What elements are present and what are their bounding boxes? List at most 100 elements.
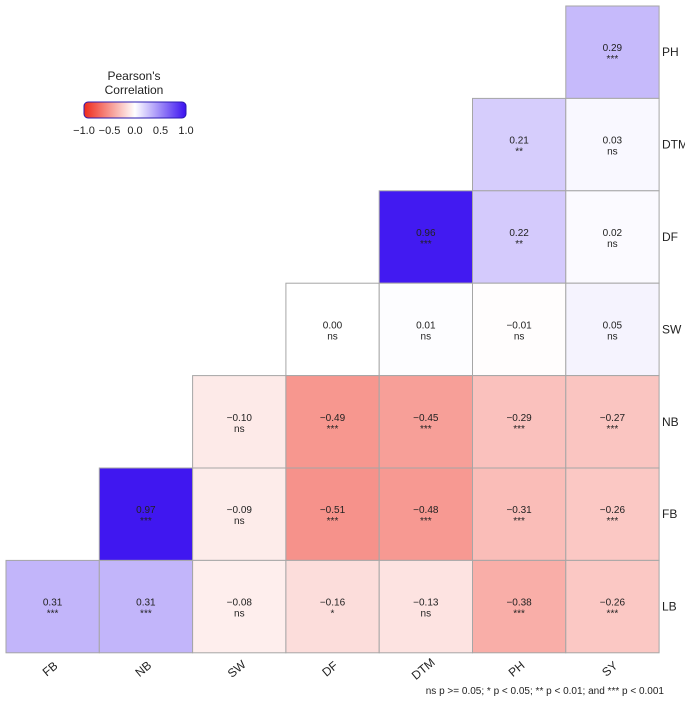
- x-tick-label: FB: [40, 659, 61, 680]
- x-tick-label: DTM: [409, 655, 438, 682]
- cell-significance-label: ***: [513, 516, 525, 527]
- cell-fill: [565, 190, 660, 284]
- significance-footnote: ns p >= 0.05; * p < 0.05; ** p < 0.01; a…: [426, 686, 665, 697]
- cell-fill: [565, 467, 660, 561]
- heatmap-cell: −0.38***: [472, 559, 567, 654]
- cell-significance-label: ns: [327, 331, 338, 342]
- cell-significance-label: ns: [607, 147, 618, 158]
- cell-significance-label: ***: [327, 424, 339, 435]
- legend-tick-label: 0.0: [127, 125, 142, 137]
- cell-significance-label: ***: [140, 516, 152, 527]
- cell-value-label: −0.49: [320, 413, 346, 424]
- cell-fill: [472, 559, 567, 654]
- heatmap-cell: −0.51***: [285, 467, 380, 561]
- heatmap-cell: 0.96***: [378, 190, 474, 284]
- y-tick-label: LB: [662, 600, 677, 614]
- cell-significance-label: ns: [234, 516, 245, 527]
- cell-significance-label: ns: [607, 331, 618, 342]
- heatmap-cell: 0.31***: [98, 559, 194, 654]
- legend-tick-label: −0.5: [99, 125, 121, 137]
- cell-value-label: −0.08: [227, 598, 253, 609]
- cell-significance-label: ***: [607, 54, 619, 65]
- heatmap-cell: 0.29***: [565, 5, 660, 99]
- cell-fill: [378, 190, 474, 284]
- cell-value-label: −0.31: [506, 505, 532, 516]
- cell-value-label: −0.10: [227, 413, 253, 424]
- heatmap-cell: −0.16*: [285, 559, 380, 654]
- cell-significance-label: ns: [421, 609, 432, 620]
- heatmap-cell: −0.49***: [285, 375, 380, 469]
- cell-value-label: 0.31: [136, 598, 156, 609]
- heatmap-cell: −0.45***: [378, 375, 474, 469]
- cell-value-label: 0.21: [509, 136, 529, 147]
- cell-significance-label: ***: [420, 516, 432, 527]
- cell-value-label: −0.26: [600, 505, 626, 516]
- cell-fill: [192, 375, 287, 469]
- cell-value-label: −0.16: [320, 598, 346, 609]
- cell-fill: [472, 282, 567, 377]
- heatmap-cell: −0.48***: [378, 467, 474, 561]
- cell-significance-label: ns: [234, 424, 245, 435]
- cell-fill: [98, 467, 194, 561]
- cell-significance-label: ***: [420, 239, 432, 250]
- cell-fill: [565, 97, 660, 192]
- y-tick-label: FB: [662, 507, 677, 521]
- legend-color-bar: [83, 101, 187, 119]
- cell-value-label: 0.00: [323, 320, 343, 331]
- x-tick-label: NB: [132, 658, 154, 679]
- y-axis-labels: PH DTM DF SW NB FB LB: [662, 45, 685, 613]
- cell-fill: [378, 467, 474, 561]
- cell-fill: [472, 375, 567, 469]
- cell-fill: [192, 559, 287, 654]
- cell-value-label: −0.01: [506, 320, 532, 331]
- cell-value-label: −0.45: [413, 413, 439, 424]
- cell-fill: [378, 559, 474, 654]
- cell-significance-label: **: [515, 239, 523, 250]
- cell-value-label: −0.13: [413, 598, 439, 609]
- heatmap-cell: −0.27***: [565, 375, 660, 469]
- cell-value-label: 0.05: [603, 320, 623, 331]
- y-tick-label: DTM: [662, 138, 685, 152]
- cell-fill: [378, 375, 474, 469]
- cell-value-label: 0.03: [603, 136, 623, 147]
- color-legend: Pearson's Correlation −1.0 −0.5 0.0 0.5 1.0: [73, 69, 194, 137]
- cell-significance-label: *: [331, 609, 335, 620]
- cell-value-label: 0.01: [416, 320, 436, 331]
- cell-fill: [378, 282, 474, 377]
- heatmap-cell: 0.31***: [5, 559, 100, 654]
- cell-significance-label: ***: [47, 609, 59, 620]
- cell-fill: [472, 190, 567, 284]
- x-axis-labels: FB NB SW DF DTM PH SY: [40, 655, 621, 682]
- x-tick-label: PH: [506, 658, 528, 679]
- cell-significance-label: ns: [421, 331, 432, 342]
- cell-value-label: 0.22: [509, 228, 529, 239]
- heatmap-cell: −0.26***: [565, 467, 660, 561]
- cell-significance-label: ns: [607, 239, 618, 250]
- cell-value-label: −0.48: [413, 505, 439, 516]
- cell-significance-label: ***: [607, 516, 619, 527]
- cell-value-label: −0.09: [227, 505, 253, 516]
- legend-title-line2: Correlation: [105, 83, 164, 97]
- cell-fill: [565, 375, 660, 469]
- cell-significance-label: ***: [513, 609, 525, 620]
- cell-fill: [565, 5, 660, 99]
- cell-fill: [565, 282, 660, 377]
- x-tick-label: DF: [319, 658, 340, 679]
- cell-fill: [472, 467, 567, 561]
- heatmap-cell: −0.26***: [565, 559, 660, 654]
- cell-significance-label: ***: [513, 424, 525, 435]
- heatmap-cells: 0.29***0.21**0.03ns0.96***0.22**0.02ns0.…: [5, 5, 660, 654]
- cell-significance-label: ***: [327, 516, 339, 527]
- heatmap-cell: 0.97***: [98, 467, 194, 561]
